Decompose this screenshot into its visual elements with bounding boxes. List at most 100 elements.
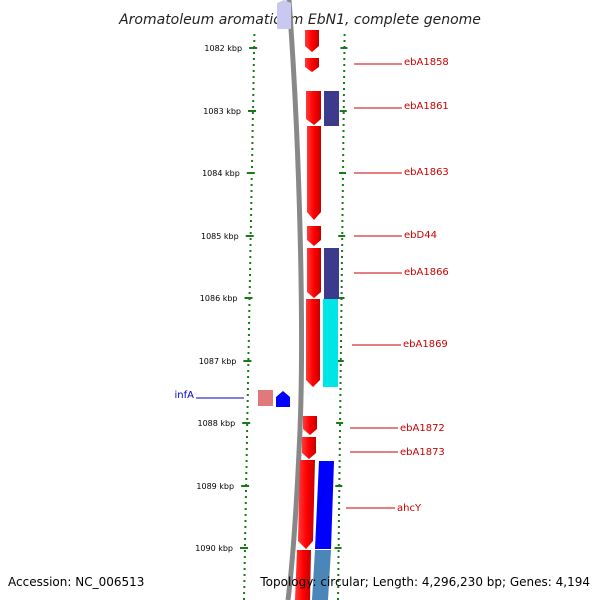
- scale-dot: [249, 274, 251, 276]
- scale-dot: [247, 358, 250, 360]
- genome-backbone: [285, 0, 305, 600]
- cds-feature[interactable]: [307, 248, 321, 298]
- gene-label-ebA1872[interactable]: ebA1872: [400, 423, 445, 434]
- scale-dot: [342, 118, 345, 120]
- scale-dot: [341, 208, 344, 210]
- scale-dot: [340, 334, 343, 336]
- scale-dot: [246, 412, 249, 414]
- tick-label: 1090 kbp: [195, 544, 233, 553]
- cds-feature[interactable]: [295, 550, 311, 600]
- cds-feature-infA[interactable]: [276, 391, 290, 407]
- cds-feature[interactable]: [305, 30, 319, 52]
- scale-dot: [249, 262, 252, 264]
- scale-dot: [339, 388, 342, 390]
- scale-dot: [243, 574, 246, 576]
- scale-dot: [250, 196, 253, 198]
- cds-feature[interactable]: [277, 0, 291, 29]
- scale-dot: [247, 340, 250, 342]
- scale-dot: [341, 178, 344, 180]
- cds-feature[interactable]: [298, 460, 315, 549]
- scale-dot: [340, 346, 342, 348]
- gene-callouts: ebA1858 ebA1861 ebA1863 ebD44 ebA1866 ebA1869…: [175, 57, 449, 514]
- scale-dot: [343, 70, 346, 72]
- scale-dot: [342, 136, 345, 138]
- scale-dot: [341, 250, 344, 252]
- cds-feature[interactable]: [306, 91, 321, 125]
- scale-dot: [342, 100, 345, 102]
- topology-label: Topology: circular; Length: 4,296,230 bp…: [259, 575, 590, 589]
- scale-dot: [248, 304, 251, 306]
- scale-dot: [339, 424, 342, 426]
- gene-label-ebA1863[interactable]: ebA1863: [404, 167, 449, 178]
- scale-dot: [250, 208, 253, 210]
- scale-dot: [342, 130, 345, 132]
- cds-feature-ebA1873[interactable]: [302, 437, 316, 459]
- gene-label-ebA1873[interactable]: ebA1873: [400, 447, 445, 458]
- scale-dot: [251, 118, 254, 120]
- scale-dot: [245, 460, 248, 462]
- gene-label-ebA1858[interactable]: ebA1858: [404, 57, 449, 68]
- scale-dot: [246, 406, 249, 408]
- scale-dot: [340, 340, 342, 342]
- scale-dot: [339, 352, 342, 354]
- cds-feature-ebA1858[interactable]: [305, 58, 319, 72]
- gene-label-ebD44[interactable]: ebD44: [404, 230, 437, 241]
- scale-dot: [246, 424, 249, 426]
- cds-feature-ahcY[interactable]: [315, 461, 334, 549]
- tick-label: 1089 kbp: [196, 482, 234, 491]
- scale-dot: [243, 550, 246, 552]
- scale-dot: [341, 238, 344, 240]
- tick-label: 1087 kbp: [199, 357, 237, 366]
- scale-dot: [249, 226, 252, 228]
- scale-dot: [343, 40, 346, 42]
- scale-dot: [338, 460, 341, 462]
- scale-dot: [342, 112, 345, 114]
- scale-dot: [246, 400, 249, 402]
- scale-dot: [341, 196, 344, 198]
- scale-dot: [343, 82, 345, 84]
- cds-feature-ebA1861[interactable]: [324, 91, 339, 126]
- scale-dot: [340, 268, 343, 270]
- scale-dot: [244, 520, 247, 522]
- scale-dot: [251, 112, 254, 114]
- gene-label-ebA1869[interactable]: ebA1869: [403, 339, 448, 350]
- scale-dot: [247, 334, 250, 336]
- cds-feature-ebD44[interactable]: [307, 226, 321, 246]
- scale-dot: [243, 556, 246, 558]
- tick-label: 1085 kbp: [201, 232, 239, 241]
- cds-feature-ebA1863[interactable]: [307, 126, 321, 220]
- scale-dot: [340, 274, 343, 276]
- scale-dot: [339, 376, 342, 378]
- scale-dot: [244, 496, 247, 498]
- scale-dot: [342, 106, 345, 108]
- scale-dot: [245, 466, 248, 468]
- scale-dot: [248, 322, 251, 324]
- tick-label: 1084 kbp: [202, 169, 240, 178]
- gene-label-ebA1861[interactable]: ebA1861: [404, 101, 449, 112]
- scale-dot: [244, 526, 247, 528]
- scale-dots: [243, 34, 346, 600]
- scale-dot: [251, 154, 254, 156]
- scale-dot: [339, 394, 342, 396]
- tick-label: 1083 kbp: [203, 107, 241, 116]
- cds-feature-ebA1866[interactable]: [324, 248, 339, 299]
- scale-dot: [249, 238, 252, 240]
- scale-dot: [245, 472, 248, 474]
- gene-label-ahcY[interactable]: ahcY: [397, 503, 422, 514]
- cds-feature[interactable]: [312, 550, 331, 600]
- scale-dot: [343, 88, 345, 90]
- gene-label-ebA1866[interactable]: ebA1866: [404, 267, 449, 278]
- scale-dot: [342, 142, 345, 144]
- scale-dot: [337, 520, 340, 522]
- cds-feature-ebA1872[interactable]: [303, 416, 317, 435]
- cds-feature[interactable]: [323, 299, 338, 387]
- gene-label-infA[interactable]: infA: [175, 390, 195, 401]
- scale-dot: [338, 466, 341, 468]
- scale-dot: [253, 40, 256, 42]
- cds-feature-ebA1869[interactable]: [306, 299, 320, 387]
- scale-dot: [343, 52, 346, 54]
- scale-dot: [340, 286, 343, 288]
- cds-feature-infA-neighbor[interactable]: [258, 390, 273, 406]
- tick-label: 1086 kbp: [200, 294, 238, 303]
- scale-dot: [341, 256, 343, 258]
